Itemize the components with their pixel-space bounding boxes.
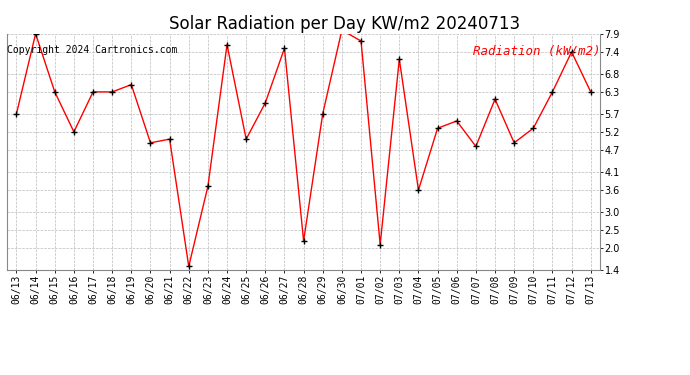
- Text: Solar Radiation per Day KW/m2 20240713: Solar Radiation per Day KW/m2 20240713: [170, 15, 520, 33]
- Text: Radiation (kW/m2): Radiation (kW/m2): [473, 45, 600, 58]
- Text: Copyright 2024 Cartronics.com: Copyright 2024 Cartronics.com: [7, 45, 177, 55]
